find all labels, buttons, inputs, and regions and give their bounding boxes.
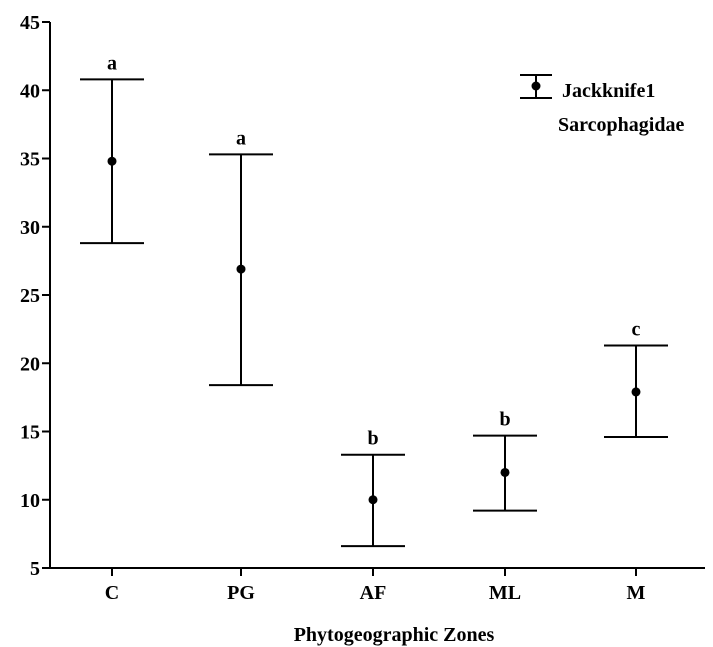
y-tick-label: 15 — [20, 422, 40, 444]
error-bars: a a b b c — [80, 52, 668, 548]
axes — [49, 22, 705, 569]
mean-point — [368, 495, 378, 505]
y-tick-label: 5 — [30, 558, 40, 580]
x-tick-label: PG — [227, 582, 255, 604]
y-tick-label: 35 — [20, 149, 40, 171]
group-letter: a — [107, 52, 117, 74]
group-letter: b — [499, 409, 510, 431]
x-tick-label: M — [627, 582, 646, 604]
group-letter: b — [367, 428, 378, 450]
legend-label-line2: Sarcophagidae — [558, 114, 684, 136]
y-tick-label: 45 — [20, 12, 40, 34]
mean-point — [631, 387, 641, 397]
x-tick-label: AF — [360, 582, 387, 604]
x-ticks: C PG AF ML M — [105, 568, 646, 604]
group-letter: c — [632, 319, 641, 341]
y-tick-label: 30 — [20, 217, 40, 239]
mean-point — [500, 467, 510, 477]
y-ticks: 5 10 15 20 25 30 35 40 45 — [20, 12, 50, 580]
legend-label-line1: Jackknife1 — [562, 80, 655, 102]
y-tick-label: 10 — [20, 490, 40, 512]
x-axis-title: Phytogeographic Zones — [294, 624, 495, 646]
x-tick-label: ML — [489, 582, 521, 604]
mean-point — [236, 264, 246, 274]
x-tick-label: C — [105, 582, 119, 604]
y-tick-label: 25 — [20, 285, 40, 307]
mean-point — [107, 156, 117, 166]
group-letter: a — [236, 127, 246, 149]
legend: Jackknife1 Sarcophagidae — [520, 74, 684, 136]
legend-marker-point — [531, 81, 541, 91]
y-tick-label: 20 — [20, 353, 40, 375]
y-tick-label: 40 — [20, 80, 40, 102]
